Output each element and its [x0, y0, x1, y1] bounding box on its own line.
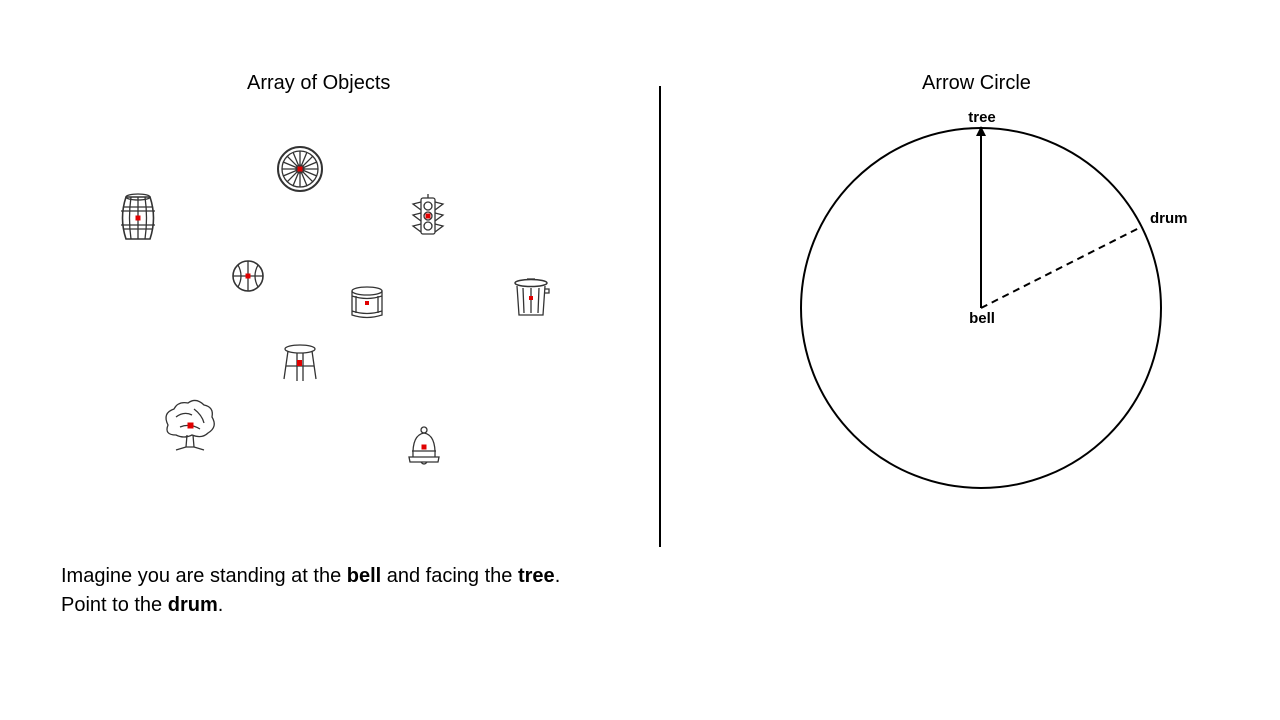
tree-icon — [165, 399, 215, 451]
instruction-text: . — [554, 565, 561, 587]
barrel-center-marker — [135, 215, 141, 221]
trash-can-center-marker — [529, 296, 533, 300]
arrow-circle: tree bell drum — [800, 109, 1188, 489]
wheel-center-marker — [297, 166, 303, 172]
array-of-objects-title: Array of Objects — [247, 72, 391, 94]
traffic-light-icon — [411, 194, 445, 235]
pointing-line[interactable] — [980, 226, 1142, 309]
drum-center-marker — [365, 301, 369, 305]
circle-target-label: drum — [1150, 210, 1188, 227]
bell-center-marker — [421, 444, 427, 450]
instruction-text: . — [217, 594, 224, 616]
circle-center-label: bell — [969, 310, 995, 327]
drum-icon — [351, 286, 383, 319]
arrow-circle-title: Arrow Circle — [922, 72, 1031, 94]
bell-icon — [408, 426, 440, 465]
instruction-line-1: Imagine you are standing at the bell and… — [61, 565, 560, 588]
instruction-text: and facing the — [381, 565, 518, 587]
trash-can-icon — [514, 278, 550, 316]
standing-object: bell — [346, 565, 382, 587]
instruction-text: Imagine you are standing at the — [61, 565, 347, 587]
stool-center-marker — [297, 360, 302, 366]
facing-object: tree — [517, 565, 555, 587]
object-array — [121, 146, 550, 465]
barrel-icon — [121, 193, 155, 240]
panel-divider — [659, 86, 661, 547]
target-object: drum — [167, 594, 218, 616]
basketball-center-marker — [245, 273, 251, 279]
circle-top-label: tree — [968, 109, 996, 126]
traffic-light-center-marker — [425, 213, 431, 219]
instruction-text: Point to the — [61, 594, 168, 616]
object-center-markers — [135, 166, 533, 450]
instruction-line-2: Point to the drum. — [61, 594, 223, 617]
tree-center-marker — [187, 422, 194, 429]
